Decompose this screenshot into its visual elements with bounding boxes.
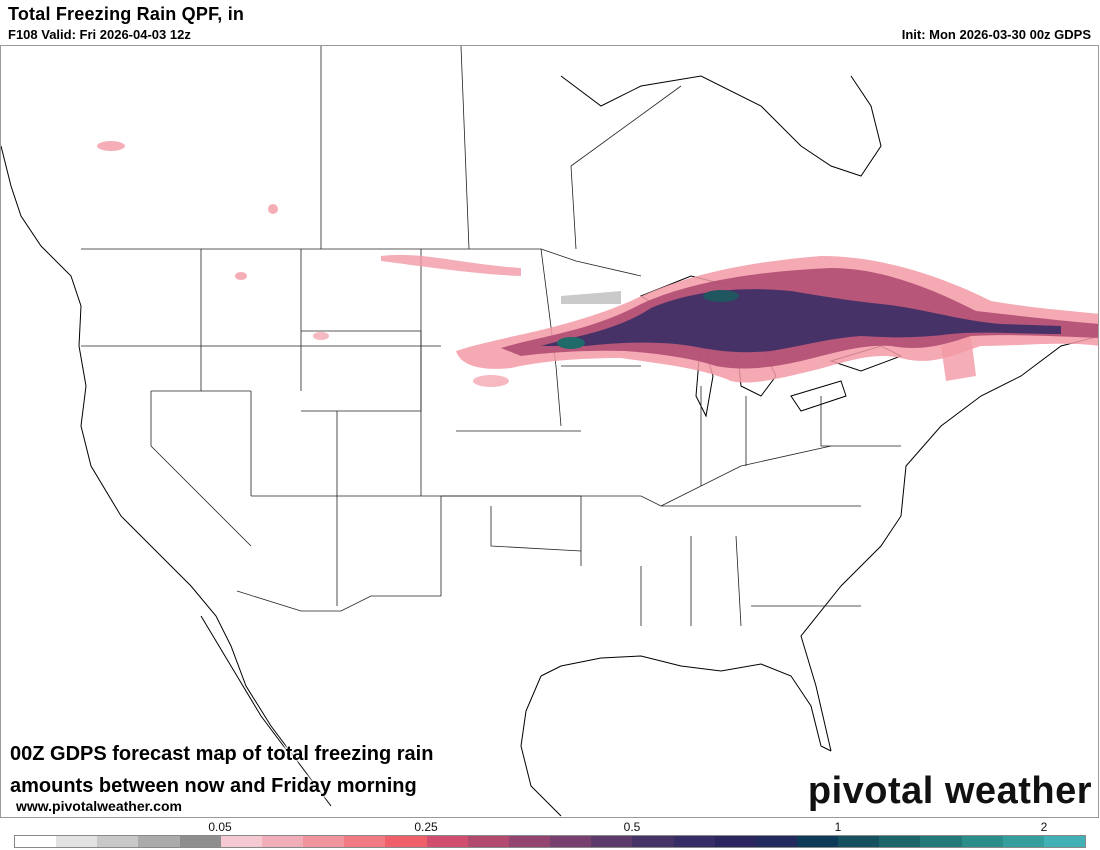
color-swatch <box>508 836 551 847</box>
color-swatch <box>1043 836 1086 847</box>
color-swatch <box>632 836 674 847</box>
scale-tick-label: 0.05 <box>208 820 232 834</box>
color-swatch <box>467 836 509 847</box>
color-swatch <box>755 836 797 847</box>
color-swatch <box>261 836 304 847</box>
caption-line-2: amounts between now and Friday morning <box>10 775 417 797</box>
website-link[interactable]: www.pivotalweather.com <box>16 798 182 814</box>
map-title: Total Freezing Rain QPF, in <box>8 4 245 24</box>
freezing-rain-swath <box>97 141 1098 387</box>
forecast-caption: 00Z GDPS forecast map of total freezing … <box>10 738 433 802</box>
map-panel <box>0 45 1099 818</box>
borders <box>81 46 901 627</box>
scale-tick-label: 1 <box>834 820 842 834</box>
color-swatch <box>714 836 756 847</box>
color-swatch <box>179 836 221 847</box>
color-swatch <box>426 836 468 847</box>
forecast-map <box>1 46 1098 817</box>
scale-tick-label: 2 <box>1040 820 1048 834</box>
color-swatch <box>344 836 386 847</box>
base-map <box>1 75 1098 817</box>
valid-time: F108 Valid: Fri 2026-04-03 12z <box>8 27 191 42</box>
scale-tick-label: 0.25 <box>414 820 438 834</box>
color-swatch <box>15 836 57 847</box>
color-swatch <box>796 836 839 847</box>
color-swatch <box>56 836 98 847</box>
color-swatch <box>838 836 880 847</box>
color-swatch <box>97 836 139 847</box>
color-swatch <box>550 836 592 847</box>
color-swatch <box>385 836 427 847</box>
color-swatch <box>591 836 633 847</box>
color-swatch <box>879 836 921 847</box>
color-swatch <box>673 836 715 847</box>
brand-logo: pivotal weather <box>807 770 1092 812</box>
color-swatch <box>920 836 962 847</box>
color-swatch <box>961 836 1003 847</box>
color-swatch <box>303 836 345 847</box>
scale-tick-label: 0.5 <box>623 820 641 834</box>
color-swatch <box>138 836 180 847</box>
color-scale-bar <box>14 835 1086 848</box>
color-swatch <box>220 836 262 847</box>
caption-line-1: 00Z GDPS forecast map of total freezing … <box>10 743 434 765</box>
color-swatch <box>1002 836 1044 847</box>
init-time: Init: Mon 2026-03-30 00z GDPS <box>901 27 1091 42</box>
